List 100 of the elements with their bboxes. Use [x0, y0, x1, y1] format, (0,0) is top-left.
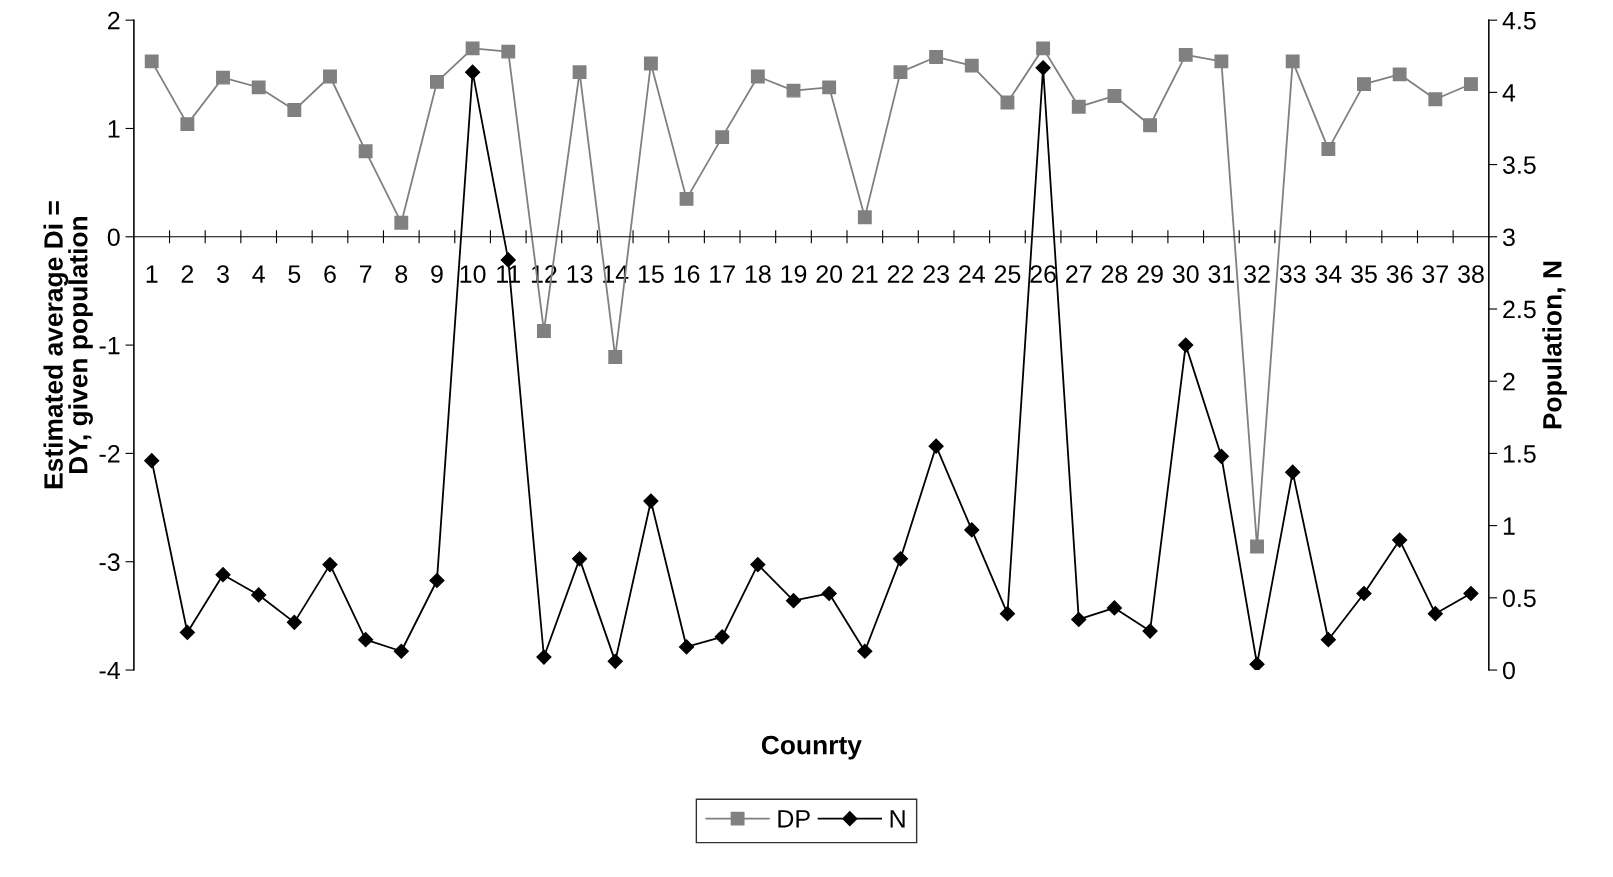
y-tick-label: -4: [99, 661, 120, 680]
x-tick-label: 2: [181, 265, 194, 283]
point: [287, 103, 302, 118]
y2-tick-label: 4: [1502, 84, 1516, 102]
point: [929, 50, 944, 64]
y-tick-label: 0: [107, 228, 120, 247]
point: [1036, 41, 1051, 56]
x-tick-label: 5: [288, 265, 301, 283]
x-tick-label: 6: [324, 265, 336, 283]
x-tick-label: 38: [1458, 265, 1484, 283]
point: [144, 54, 159, 69]
point: [750, 69, 765, 84]
point: [465, 64, 481, 80]
point: [394, 215, 409, 230]
x-tick-label: 34: [1315, 265, 1342, 283]
point: [429, 572, 445, 589]
point: [1071, 611, 1087, 628]
point: [643, 493, 659, 509]
point: [179, 624, 195, 641]
y-tick-label: -1: [99, 336, 120, 355]
point: [1285, 54, 1300, 69]
x-tick-label: 37: [1422, 265, 1448, 283]
x-tick-label: 36: [1386, 265, 1413, 283]
point: [714, 629, 730, 645]
x-tick-label: 35: [1351, 265, 1377, 283]
x-tick-label: 8: [395, 265, 408, 283]
point: [536, 324, 551, 338]
point: [1142, 623, 1158, 639]
x-tick-label: 18: [745, 265, 771, 283]
y-tick-label: -3: [99, 553, 120, 572]
point: [1178, 337, 1194, 353]
y2-tick-label: 2.5: [1503, 300, 1536, 319]
point: [928, 438, 944, 454]
x-tick-label: 27: [1066, 265, 1092, 283]
point: [821, 585, 837, 602]
x-tick-label: 19: [781, 265, 807, 283]
x-tick-label: 16: [674, 265, 700, 283]
point: [1249, 656, 1265, 671]
y2-tick-label: 1: [1503, 517, 1515, 535]
x-tick-label: 23: [923, 265, 949, 283]
x-tick-label: 28: [1101, 265, 1128, 283]
legend-label: DP: [778, 810, 810, 828]
x-tick-label: 3: [217, 265, 229, 283]
x-tick-label: 10: [460, 265, 486, 283]
point: [1035, 60, 1051, 76]
x-tick-label: 17: [710, 265, 735, 283]
point: [1143, 118, 1158, 133]
point: [572, 65, 587, 80]
point: [144, 453, 160, 469]
x-tick-label: 30: [1172, 265, 1199, 283]
x-tick-label: 1: [146, 265, 158, 283]
point: [1213, 448, 1229, 464]
point: [1178, 47, 1193, 62]
point: [251, 80, 266, 95]
y2-axis-title: Population, N: [1542, 261, 1567, 429]
point: [1285, 464, 1301, 480]
point: [251, 587, 267, 603]
point: [1214, 54, 1229, 69]
point: [1392, 532, 1408, 548]
y2-tick-label: 1.5: [1503, 445, 1536, 463]
y-tick-label: 2: [108, 11, 120, 30]
point: [358, 144, 373, 159]
x-tick-label: 26: [1030, 265, 1056, 283]
y2-tick-label: 0.5: [1502, 589, 1536, 608]
legend-label: N: [890, 810, 905, 828]
x-tick-label: 33: [1279, 265, 1306, 283]
y-axis-title: Estimated average Di = DY, given population: [43, 201, 93, 489]
point: [1392, 67, 1407, 82]
x-axis-title: Counrty: [761, 735, 862, 760]
point: [430, 74, 444, 89]
point: [1321, 142, 1336, 157]
x-tick-label: 31: [1208, 265, 1235, 283]
point: [465, 41, 480, 56]
point: [785, 593, 802, 609]
point: [1356, 585, 1372, 602]
point: [216, 70, 230, 85]
point: [1463, 585, 1479, 602]
point: [643, 56, 658, 71]
point: [822, 80, 837, 95]
x-tick-label: 22: [887, 265, 914, 283]
point: [536, 649, 552, 665]
point: [999, 606, 1016, 622]
point: [679, 191, 694, 206]
point: [1427, 606, 1443, 622]
x-tick-label: 20: [816, 265, 843, 283]
point: [892, 551, 909, 567]
point: [323, 69, 337, 84]
point: [1106, 600, 1122, 616]
x-tick-label: 13: [567, 265, 593, 283]
y-tick-label: -2: [99, 445, 120, 463]
point: [750, 557, 766, 573]
point: [1071, 99, 1086, 114]
point: [607, 653, 623, 669]
point: [1250, 539, 1264, 554]
x-tick-label: 21: [852, 265, 878, 283]
point: [358, 632, 374, 648]
x-tick-label: 24: [959, 265, 985, 283]
y2-tick-label: 2: [1503, 372, 1515, 391]
x-tick-label: 29: [1137, 265, 1163, 283]
point: [501, 44, 516, 59]
